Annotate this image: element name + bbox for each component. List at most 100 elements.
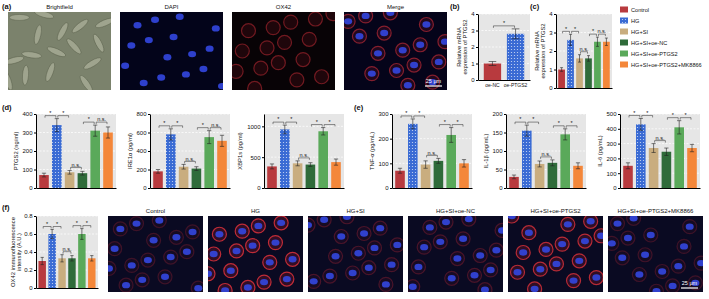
tick-label: 400 [22, 111, 33, 117]
tick-label: 0 [499, 185, 503, 191]
nucleus [376, 225, 384, 231]
cell-membrane [511, 265, 525, 279]
error-cap [651, 143, 655, 144]
tick-label: 0.4 [24, 249, 33, 255]
y-axis-title: Relative mRNAexpression of PTGS2 [456, 19, 469, 74]
significance-label: * [685, 112, 688, 118]
tick-mark [34, 151, 36, 152]
error-cap [80, 228, 83, 229]
error-cap [651, 152, 655, 153]
error-cap [334, 159, 338, 160]
significance-label: * [405, 110, 408, 116]
tick-label: 500 [250, 155, 261, 161]
error-cap [321, 134, 325, 135]
significance-bracket [159, 126, 170, 128]
error-cap [67, 174, 71, 175]
error-cap [60, 261, 63, 262]
nucleus [343, 216, 351, 220]
significance-label: * [202, 122, 205, 128]
chart: 0100200300400500**n.s.**IL-6 (pg/mL) [597, 110, 701, 192]
error-cap [93, 136, 97, 137]
nucleus [249, 242, 257, 248]
cell-membrane [432, 55, 446, 69]
cell-membrane [438, 35, 447, 49]
nucleus [354, 250, 362, 256]
error-cap [321, 127, 325, 128]
axis-line [392, 115, 393, 189]
nucleus [161, 274, 169, 280]
error-cap [423, 168, 427, 169]
significance-bracket [286, 122, 297, 124]
y-tick: 0 [499, 185, 506, 191]
cell [34, 12, 55, 20]
tick-mark [34, 114, 36, 115]
nucleus [182, 71, 190, 77]
y-axis: 01234 [471, 11, 478, 83]
plot-background [36, 114, 116, 188]
error-cap [576, 162, 580, 163]
cell-membrane [417, 240, 431, 254]
y-axis-title-line: expression of PTGS2 [462, 19, 468, 74]
significance-bracket [566, 126, 577, 128]
error-stem [183, 164, 184, 169]
nucleus [508, 216, 516, 219]
error-cap [156, 169, 160, 170]
significance-bracket [83, 122, 94, 124]
significance-label: * [457, 119, 460, 125]
error-bar [690, 144, 694, 151]
y-axis: 05001000 [247, 115, 264, 192]
significance-bracket [45, 116, 56, 118]
error-cap [308, 166, 312, 167]
legend-label: HG+SI+oe-NC [631, 40, 667, 46]
significance-bracket [515, 122, 526, 124]
cell-membrane [407, 58, 421, 72]
tick-label: 0.8 [24, 213, 33, 219]
error-cap [489, 65, 497, 66]
error-bar [90, 256, 93, 261]
grid-line [556, 14, 612, 15]
tick-label: 200 [492, 111, 503, 117]
tick-label: 200 [22, 148, 33, 154]
error-bar [42, 173, 46, 177]
micrograph [608, 216, 703, 292]
axis-line [150, 115, 151, 189]
y-axis-title-line: IL-1β (pg/mL) [483, 133, 489, 168]
nucleus [686, 223, 694, 229]
cell-membrane [655, 264, 669, 278]
nucleus [647, 232, 655, 238]
cell-membrane [462, 216, 476, 226]
error-stem [95, 125, 96, 136]
significance-label: * [329, 119, 332, 125]
error-bar [283, 125, 287, 134]
y-tick: 200 [492, 111, 506, 117]
error-stem [653, 144, 654, 153]
cell [65, 37, 83, 56]
significance-bracket [43, 227, 51, 229]
error-cap [423, 160, 427, 161]
cell-membrane [584, 216, 598, 228]
error-stem [552, 160, 553, 166]
bar [567, 40, 574, 88]
significance-label: * [574, 26, 577, 32]
significance-label: * [56, 221, 59, 227]
panel-label: (b) [450, 2, 460, 11]
grid-line [36, 234, 98, 235]
significance-bracket [541, 157, 552, 159]
error-bar [569, 34, 572, 45]
error-stem [628, 163, 629, 169]
plot-background [620, 114, 700, 188]
nucleus [410, 62, 418, 68]
error-cap [42, 173, 46, 174]
marks [153, 129, 227, 188]
bar [68, 258, 75, 288]
bar [560, 134, 570, 188]
significance-label: n.s. [186, 156, 195, 162]
cell-membrane [445, 271, 459, 285]
bar [179, 167, 189, 188]
bar [459, 163, 469, 188]
tick-mark [148, 133, 150, 134]
tick-label: 500 [606, 111, 617, 117]
error-cap [462, 159, 466, 160]
error-cap [194, 166, 198, 167]
error-bar [449, 128, 453, 143]
